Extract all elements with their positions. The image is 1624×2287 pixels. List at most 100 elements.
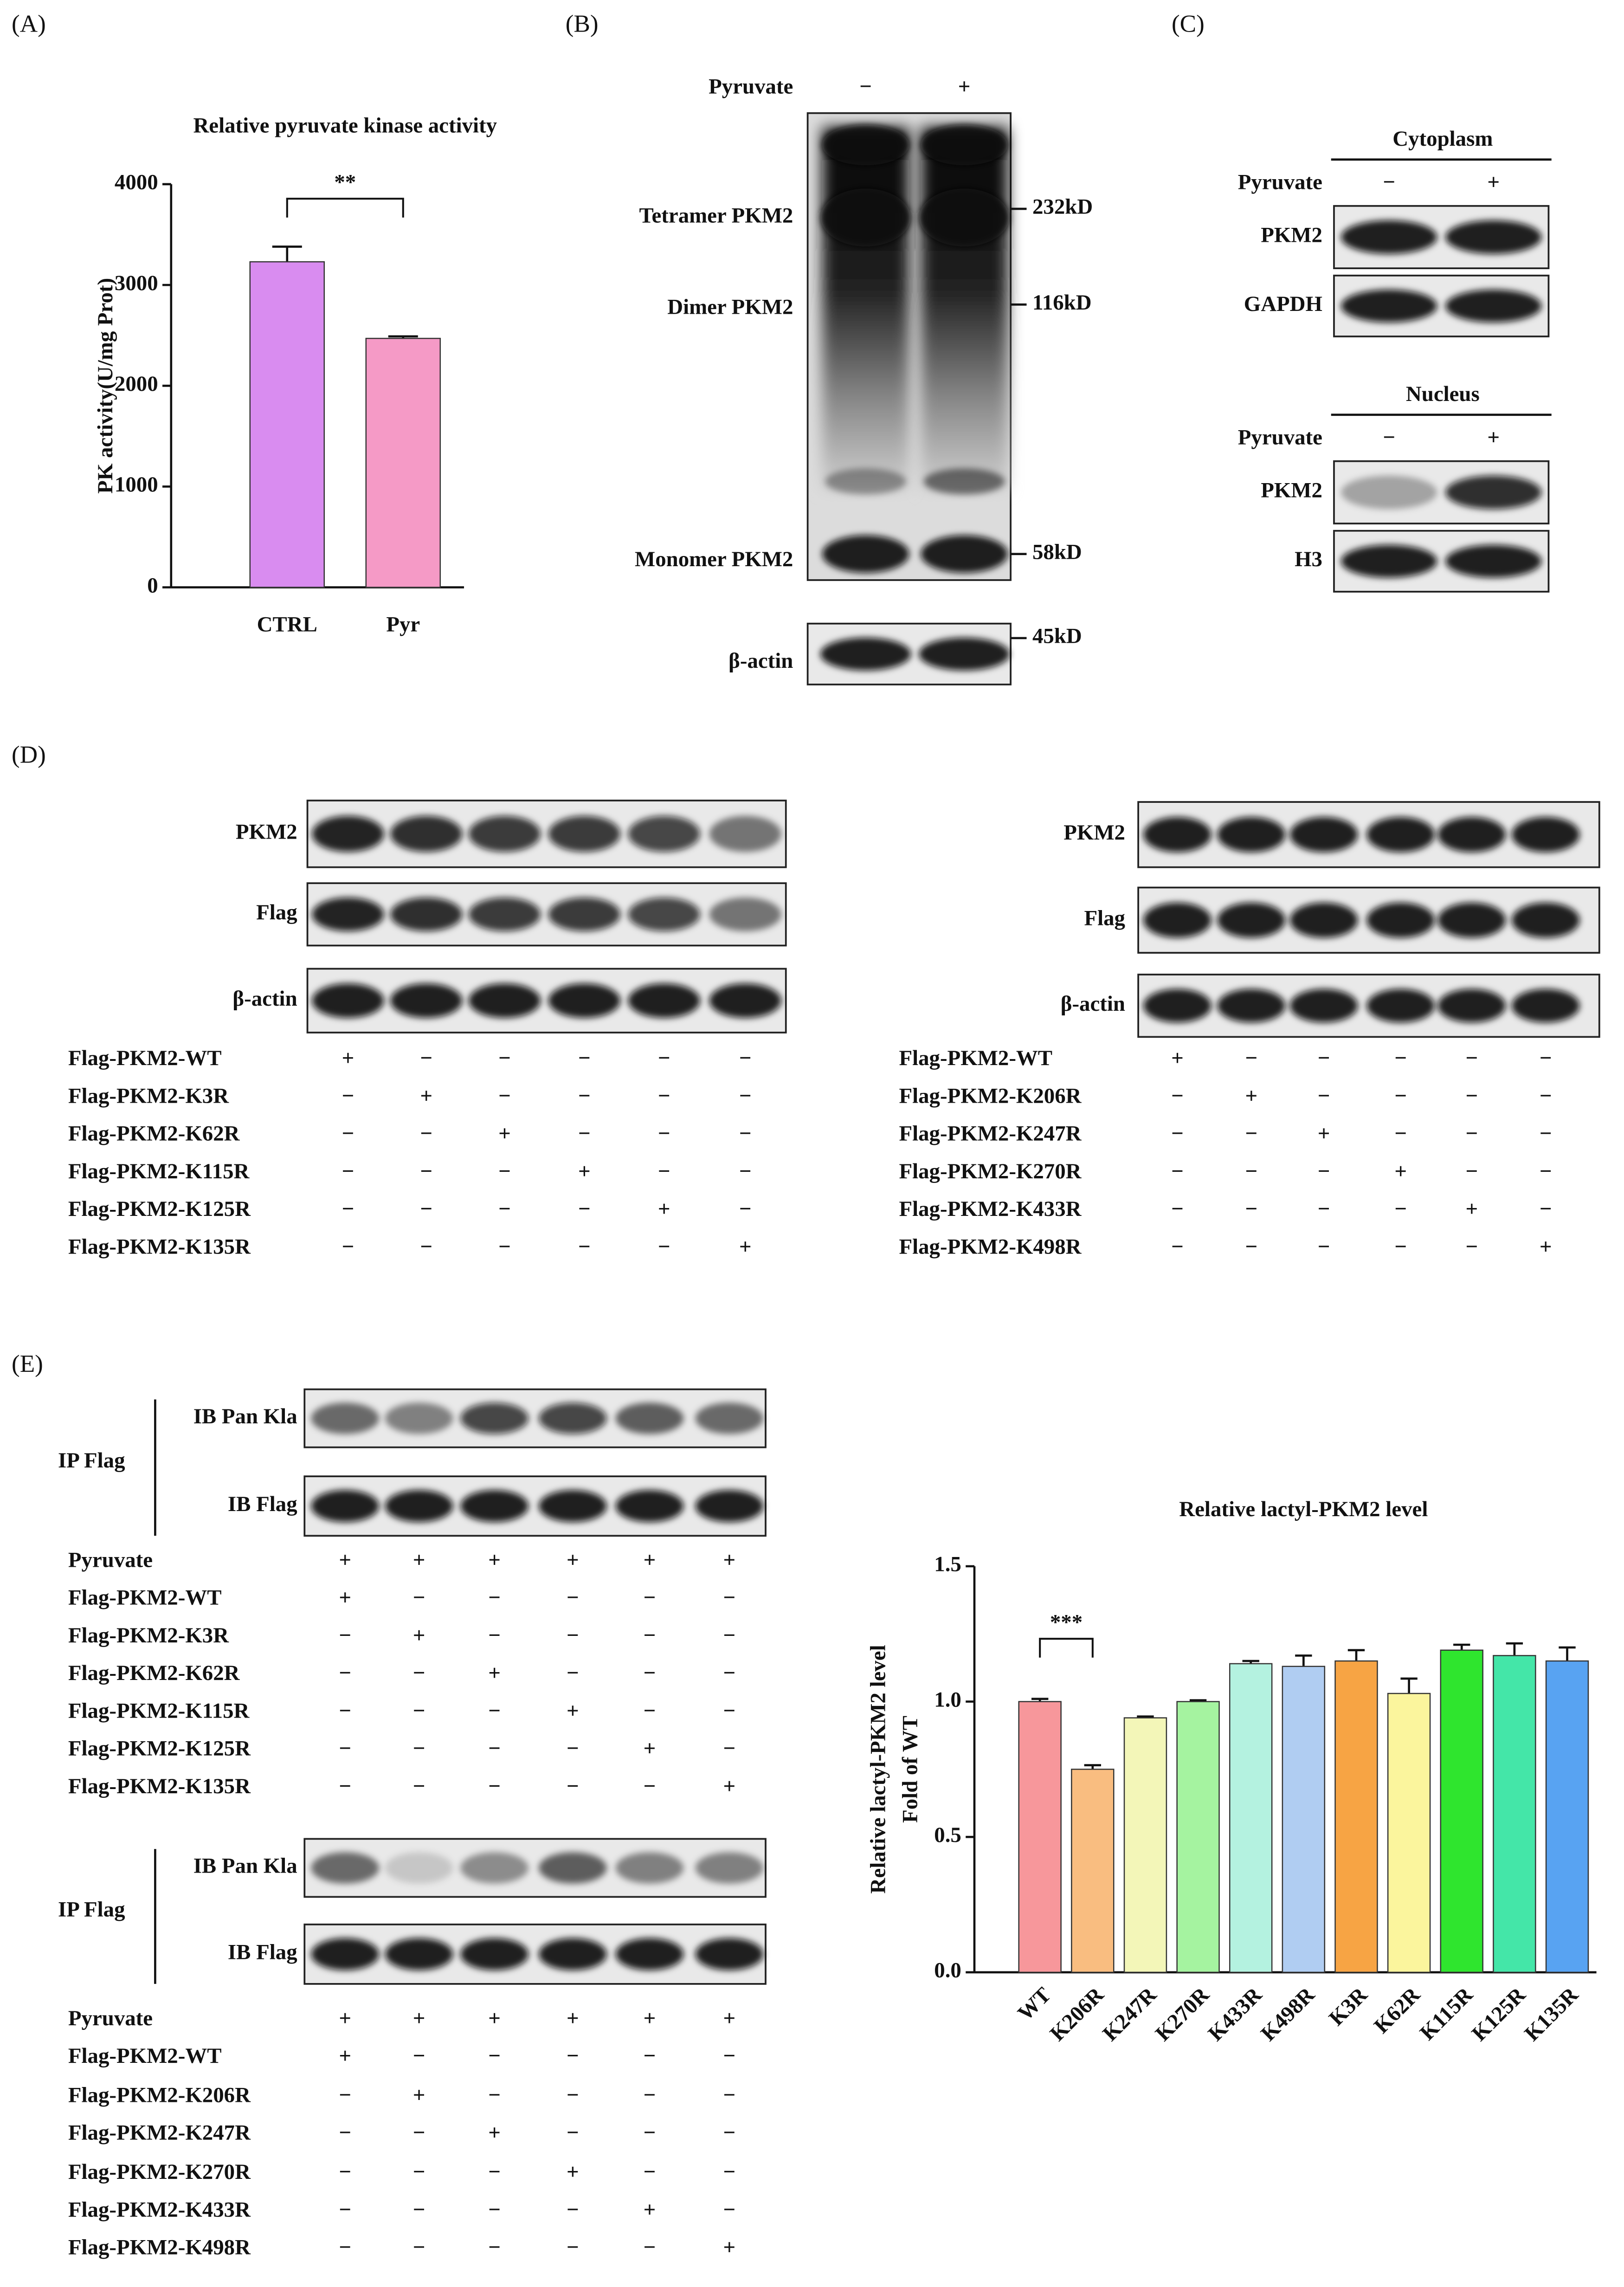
band bbox=[1143, 817, 1212, 853]
sign: − bbox=[488, 2235, 501, 2260]
band bbox=[539, 1490, 607, 1522]
band bbox=[311, 1938, 380, 1970]
row-label: Flag-PKM2-K115R bbox=[68, 1159, 250, 1183]
blot-label: PKM2 bbox=[1261, 223, 1322, 247]
sign: − bbox=[567, 2197, 579, 2222]
sign: − bbox=[413, 2197, 425, 2222]
sign: − bbox=[1171, 1122, 1184, 1146]
band bbox=[548, 816, 621, 852]
band bbox=[1341, 475, 1437, 510]
significance-bracket bbox=[1039, 1638, 1094, 1658]
band bbox=[468, 816, 541, 852]
y-axis-label: Relative lactyl-PKM2 level bbox=[866, 1645, 890, 1893]
row-label: Flag-PKM2-K270R bbox=[899, 1159, 1082, 1183]
sign: − bbox=[567, 1774, 579, 1798]
band bbox=[615, 1852, 684, 1884]
sign: − bbox=[658, 1084, 670, 1108]
row-label: Flag-PKM2-K62R bbox=[68, 1661, 240, 1685]
sign: − bbox=[488, 1586, 501, 1610]
sign: − bbox=[1318, 1234, 1330, 1259]
row-label: Flag-PKM2-K206R bbox=[68, 2083, 251, 2107]
band bbox=[468, 983, 541, 1018]
band bbox=[548, 983, 621, 1018]
y-tick-label: 1000 bbox=[115, 472, 158, 497]
sign: − bbox=[1318, 1084, 1330, 1108]
blot-frame bbox=[303, 1838, 767, 1898]
smear bbox=[921, 127, 1008, 491]
sign: − bbox=[498, 1046, 511, 1070]
sign: + bbox=[413, 1548, 425, 1572]
sign: − bbox=[339, 2121, 351, 2145]
sign: + bbox=[488, 1548, 501, 1572]
sign: − bbox=[658, 1046, 670, 1070]
sign: − bbox=[723, 2197, 736, 2222]
band bbox=[615, 1938, 684, 1970]
band bbox=[1511, 988, 1580, 1023]
sign: + bbox=[488, 2121, 501, 2145]
row-label: Flag-PKM2-K498R bbox=[68, 2235, 251, 2260]
blot-label: Flag bbox=[256, 900, 297, 924]
sign: − bbox=[488, 1623, 501, 1647]
sign: − bbox=[723, 1661, 736, 1685]
y-axis-label: PK activity(U/mg Prot) bbox=[93, 278, 117, 494]
marker-label: 116kD bbox=[1032, 291, 1092, 315]
sign: − bbox=[723, 2083, 736, 2107]
band bbox=[385, 1402, 453, 1434]
band bbox=[1289, 817, 1358, 853]
sign: − bbox=[644, 1586, 656, 1610]
sign: − bbox=[1540, 1084, 1552, 1108]
sign: − bbox=[644, 2121, 656, 2145]
sign: − bbox=[644, 2044, 656, 2068]
sign: − bbox=[1394, 1084, 1407, 1108]
y-tick-label: 2000 bbox=[115, 372, 158, 396]
band bbox=[1289, 902, 1358, 938]
band bbox=[390, 897, 463, 931]
sign: − bbox=[339, 2197, 351, 2222]
band bbox=[820, 637, 911, 671]
sign: − bbox=[1394, 1122, 1407, 1146]
sign: − bbox=[1245, 1197, 1257, 1221]
sign: − bbox=[739, 1046, 752, 1070]
sign: − bbox=[1465, 1122, 1478, 1146]
sign: − bbox=[339, 1774, 351, 1798]
x-tick-label: Pyr bbox=[386, 613, 420, 637]
sign: − bbox=[567, 1586, 579, 1610]
bar bbox=[1334, 1660, 1378, 1973]
sign: − bbox=[1318, 1159, 1330, 1183]
panel-label: (D) bbox=[12, 741, 46, 768]
marker-label: 58kD bbox=[1032, 540, 1082, 564]
sign: − bbox=[498, 1234, 511, 1259]
band bbox=[1217, 902, 1286, 938]
sign: + bbox=[420, 1084, 432, 1108]
sign: − bbox=[420, 1159, 432, 1183]
sign: + bbox=[488, 1661, 501, 1685]
sign: − bbox=[488, 2197, 501, 2222]
band bbox=[312, 897, 384, 931]
band bbox=[460, 1402, 528, 1434]
ip-label: IP Flag bbox=[58, 1897, 125, 1921]
sign: + bbox=[339, 1548, 351, 1572]
sign: − bbox=[1540, 1159, 1552, 1183]
row-label: Pyruvate bbox=[1238, 170, 1322, 194]
sign: + bbox=[1318, 1122, 1330, 1146]
sign: − bbox=[578, 1046, 591, 1070]
row-label: Pyruvate bbox=[68, 1548, 153, 1572]
sign: − bbox=[644, 2160, 656, 2184]
sign: + bbox=[1245, 1084, 1257, 1108]
band bbox=[468, 897, 541, 931]
sign: − bbox=[567, 2121, 579, 2145]
bar bbox=[1282, 1666, 1326, 1973]
sign: + bbox=[488, 2006, 501, 2030]
sign: − bbox=[578, 1084, 591, 1108]
band bbox=[628, 897, 700, 931]
row-label: Flag-PKM2-K3R bbox=[68, 1084, 229, 1108]
band bbox=[709, 816, 781, 852]
sign: + bbox=[339, 1586, 351, 1610]
sign: − bbox=[567, 1623, 579, 1647]
blot-label: PKM2 bbox=[236, 820, 297, 844]
blot-frame bbox=[303, 1923, 767, 1985]
sign: − bbox=[420, 1234, 432, 1259]
sign: + bbox=[644, 1737, 656, 1761]
